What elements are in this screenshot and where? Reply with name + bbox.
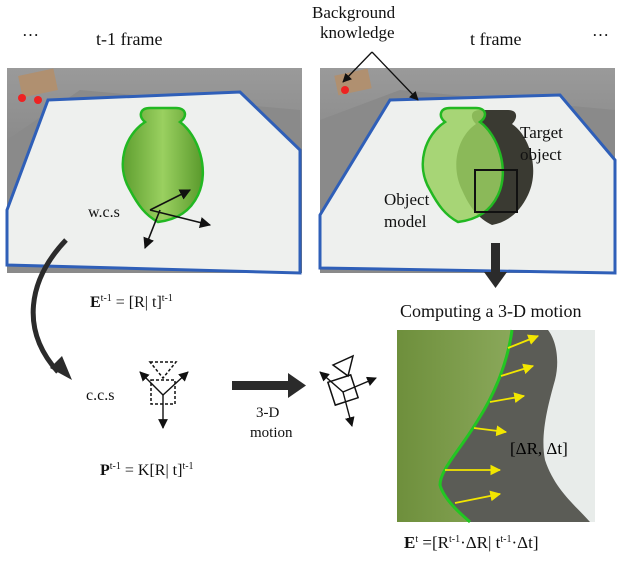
bg-knowledge-label-1: Background	[312, 3, 396, 22]
equation-e-prev: Et-1 = [R| t]t-1	[90, 293, 173, 311]
ellipsis-right: …	[592, 21, 609, 40]
prev-frame-photo	[5, 68, 302, 275]
curr-frame-photo	[318, 68, 617, 275]
bg-knowledge-pointer-2	[371, 51, 419, 101]
equation-p-prev: Pt-1 = K[R| t]t-1	[100, 461, 194, 479]
object-model-label-2: model	[384, 212, 427, 231]
curved-arrow-head	[50, 356, 72, 380]
camera-curr	[319, 354, 377, 427]
motion-label-2: motion	[250, 425, 293, 441]
down-arrow	[484, 243, 507, 288]
wcs-label: w.c.s	[88, 204, 120, 221]
object-model-label-1: Object	[384, 190, 430, 209]
motion-arrow	[232, 373, 306, 398]
curr-frame-label: t frame	[470, 29, 522, 49]
bg-knowledge-pointer-1	[342, 51, 373, 83]
target-object-label-2: object	[520, 145, 562, 164]
motion-label-1: 3-D	[256, 405, 280, 421]
curved-arrow	[30, 238, 68, 374]
ellipsis-left: …	[22, 21, 39, 40]
computing-label: Computing a 3-D motion	[400, 301, 582, 321]
target-object-label-1: Target	[520, 123, 563, 142]
equation-e-curr: Et =[Rt-1·ΔR| tt-1·Δt]	[404, 533, 539, 552]
delta-label: [ΔR, Δt]	[510, 439, 568, 458]
prev-frame-label: t-1 frame	[96, 29, 163, 49]
bg-knowledge-label-2: knowledge	[320, 23, 395, 42]
zoom-panel	[397, 329, 595, 524]
ccs-label: c.c.s	[86, 387, 115, 404]
camera-prev	[139, 361, 189, 429]
